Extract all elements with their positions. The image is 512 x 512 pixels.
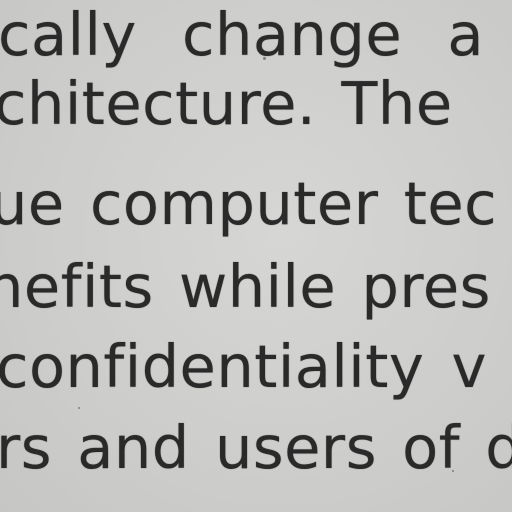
text-line: confidentiality v <box>0 332 487 401</box>
print-speck <box>263 57 266 60</box>
print-speck <box>452 470 454 472</box>
print-speck <box>78 407 80 409</box>
text-line: nefits while pres <box>0 252 491 321</box>
text-line: cally change a <box>0 0 485 69</box>
text-line: rs and users of d <box>0 413 512 482</box>
text-line: ue computer tec <box>0 169 498 238</box>
text-line: chitecture. The <box>0 69 453 138</box>
